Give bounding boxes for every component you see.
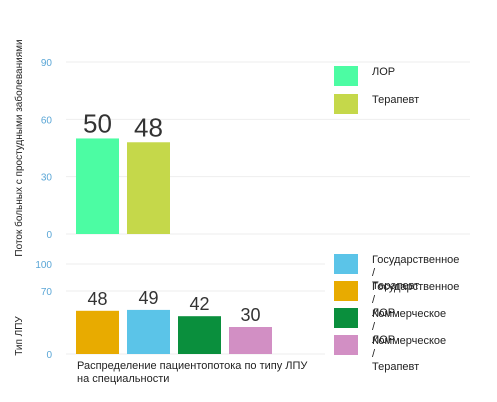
legend-label: Государственное / ЛОР (372, 281, 460, 319)
bottom-y-tick-label: 70 (41, 287, 53, 298)
top-bar-value-label: 50 (83, 108, 112, 138)
bottom-bar-value-label: 49 (138, 288, 158, 308)
top-bar (76, 138, 119, 234)
legend-item: Терапевт (334, 94, 419, 114)
bottom-bar-value-label: 30 (240, 305, 260, 325)
bottom-y-tick-label: 100 (35, 260, 52, 271)
top-y-tick-label: 30 (41, 173, 53, 184)
legend-item: Коммерческое / ЛОР (334, 308, 446, 347)
legend-swatch (334, 254, 358, 274)
legend-label: Коммерческое / ЛОР (372, 308, 447, 346)
bottom-bar (76, 310, 119, 354)
bottom-bar (127, 309, 170, 354)
legend-item: Коммерческое / Терапевт (334, 335, 446, 374)
bottom-bar (229, 327, 272, 354)
legend-item: ЛОР (334, 66, 395, 86)
legend-label: Государственное / Терапевт (372, 254, 460, 292)
bottom-y-axis-label: Тип ЛПУ (14, 316, 25, 356)
legend-swatch (334, 335, 358, 355)
bottom-chart-caption: Распределение пациентопотока по типу ЛПУ… (77, 360, 308, 385)
legend-label: Коммерческое / Терапевт (372, 335, 447, 373)
legend-label: ЛОР (372, 66, 396, 78)
legend-item: Государственное / Терапевт (334, 254, 459, 293)
top-y-tick-label: 60 (41, 115, 53, 126)
legend-label: Терапевт (372, 94, 420, 106)
bottom-bar-value-label: 48 (87, 289, 107, 309)
top-bar-value-label: 48 (134, 112, 163, 142)
top-y-axis-label: Поток больных с простудными заболеваниям… (13, 39, 25, 256)
legend-swatch (334, 94, 358, 114)
bottom-bar (178, 316, 221, 354)
bottom-y-tick-label: 0 (46, 350, 52, 361)
legend-swatch (334, 308, 358, 328)
top-y-tick-label: 0 (46, 230, 52, 241)
bottom-bar-value-label: 42 (189, 294, 209, 314)
legend-swatch (334, 281, 358, 301)
legend-item: Государственное / ЛОР (334, 281, 459, 320)
legend-swatch (334, 66, 358, 86)
top-bar (127, 142, 170, 234)
top-y-tick-label: 90 (41, 58, 53, 69)
